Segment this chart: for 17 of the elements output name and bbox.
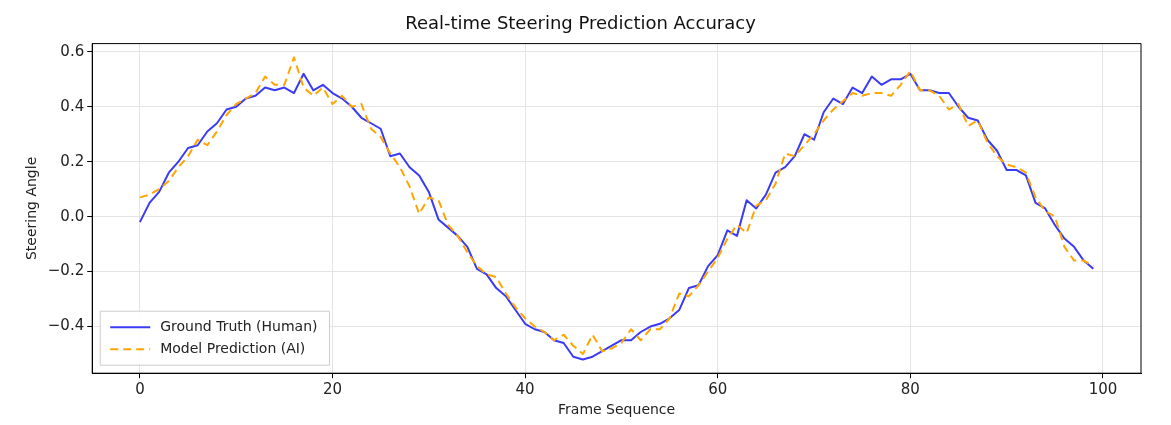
y-axis-title: Steering Angle xyxy=(23,156,40,261)
chart-title: Real-time Steering Prediction Accuracy xyxy=(405,12,757,34)
y-tick-label: −0.4 xyxy=(47,316,85,335)
x-axis-title: Frame Sequence xyxy=(558,401,676,418)
y-tick-label: 0.4 xyxy=(60,96,85,115)
y-tick-label: 0.0 xyxy=(60,206,85,225)
x-tick-label: 100 xyxy=(1088,380,1118,399)
x-tick-label: 40 xyxy=(515,380,535,399)
x-tick-label: 0 xyxy=(135,380,145,399)
x-tick-label: 60 xyxy=(708,380,728,399)
legend-label: Ground Truth (Human) xyxy=(160,317,318,334)
y-tick-label: 0.2 xyxy=(60,151,85,170)
legend-label: Model Prediction (AI) xyxy=(160,339,306,356)
x-tick-label: 80 xyxy=(900,380,920,399)
y-tick-label: 0.6 xyxy=(60,41,85,60)
x-tick-label: 20 xyxy=(322,380,343,399)
y-tick-label: −0.2 xyxy=(47,261,85,280)
